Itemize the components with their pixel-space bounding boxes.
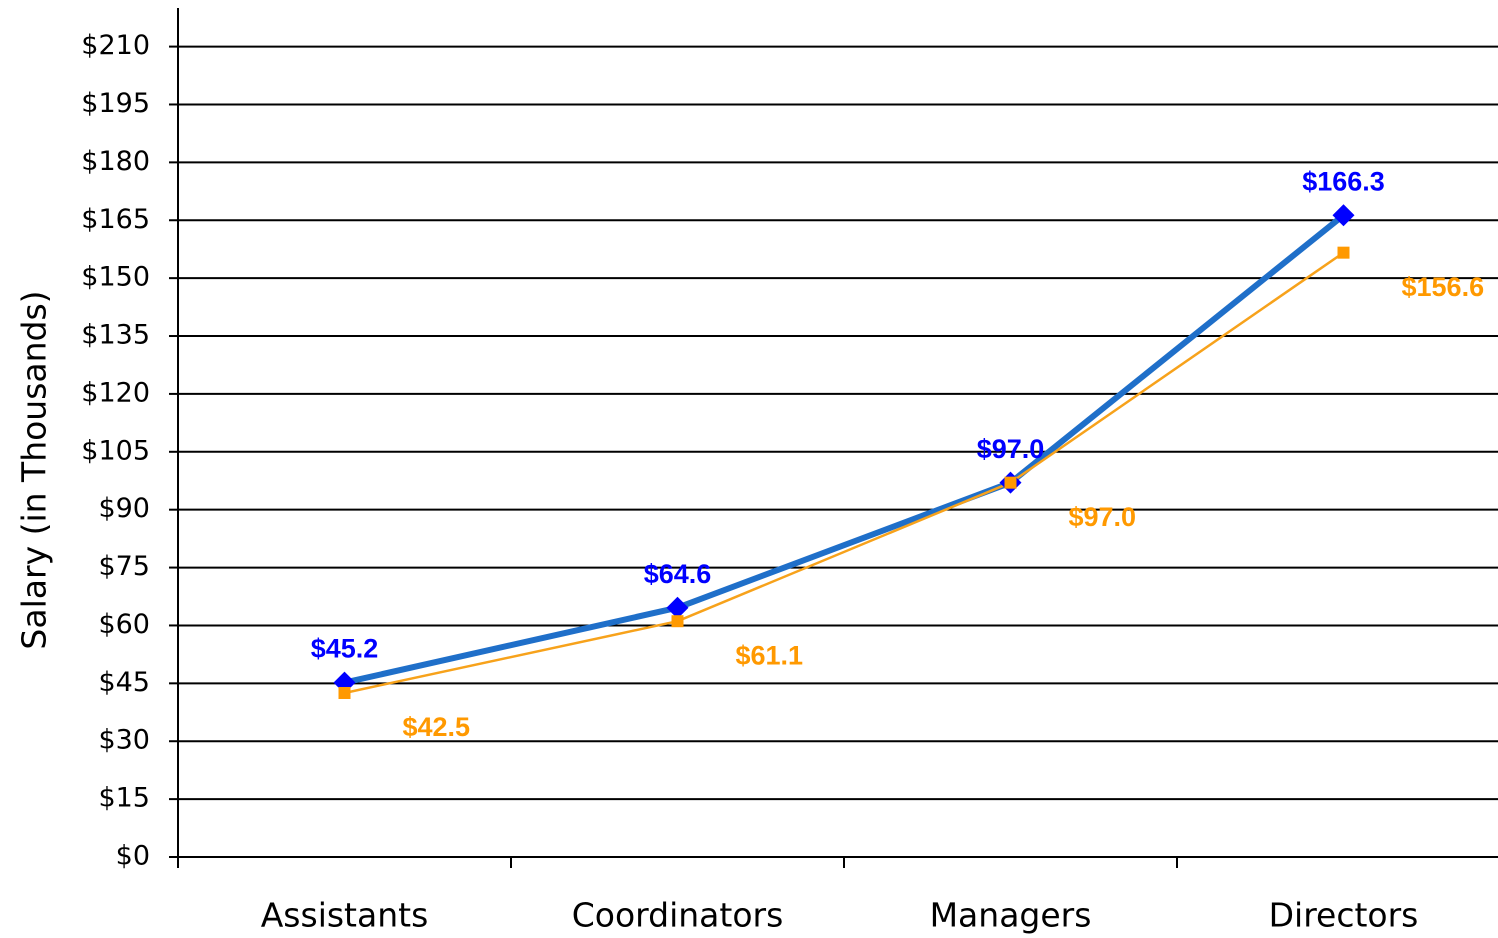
series-line [343, 212, 1346, 686]
y-tick-label: $180 [81, 146, 150, 177]
y-tick-label: $105 [81, 435, 150, 466]
y-tick-label: $0 [116, 841, 150, 872]
marker [671, 615, 684, 628]
y-tick-label: $135 [81, 320, 150, 351]
series-line [344, 251, 1345, 695]
data-label: $97.0 [1069, 502, 1137, 532]
y-tick-label: $195 [81, 88, 150, 119]
marker [338, 686, 351, 699]
marker [666, 596, 689, 619]
y-tick-label: $75 [98, 551, 150, 582]
y-tick-label: $45 [98, 667, 150, 698]
data-label: $45.2 [311, 634, 379, 664]
x-tick-label: Coordinators [572, 896, 784, 935]
y-tick-label: $150 [81, 262, 150, 293]
x-tick-label: Managers [930, 896, 1092, 935]
y-tick-label: $165 [81, 204, 150, 235]
marker [1332, 204, 1355, 227]
data-label: $64.6 [644, 559, 712, 589]
data-label: $97.0 [977, 434, 1045, 464]
x-tick-label: Directors [1269, 896, 1419, 935]
data-label: $42.5 [403, 712, 471, 742]
y-tick-label: $120 [81, 377, 150, 408]
marker [1004, 476, 1017, 489]
marker [1337, 246, 1350, 259]
x-tick-label: Assistants [261, 896, 429, 935]
y-tick-label: $90 [98, 493, 150, 524]
y-tick-label: $210 [81, 30, 150, 61]
data-label: $156.6 [1402, 272, 1485, 302]
data-label: $61.1 [736, 640, 804, 670]
y-tick-label: $60 [98, 609, 150, 640]
y-tick-label: $15 [98, 783, 150, 814]
y-tick-label: $30 [98, 725, 150, 756]
data-label: $166.3 [1302, 166, 1385, 196]
y-axis-label: Salary (in Thousands) [15, 290, 54, 649]
